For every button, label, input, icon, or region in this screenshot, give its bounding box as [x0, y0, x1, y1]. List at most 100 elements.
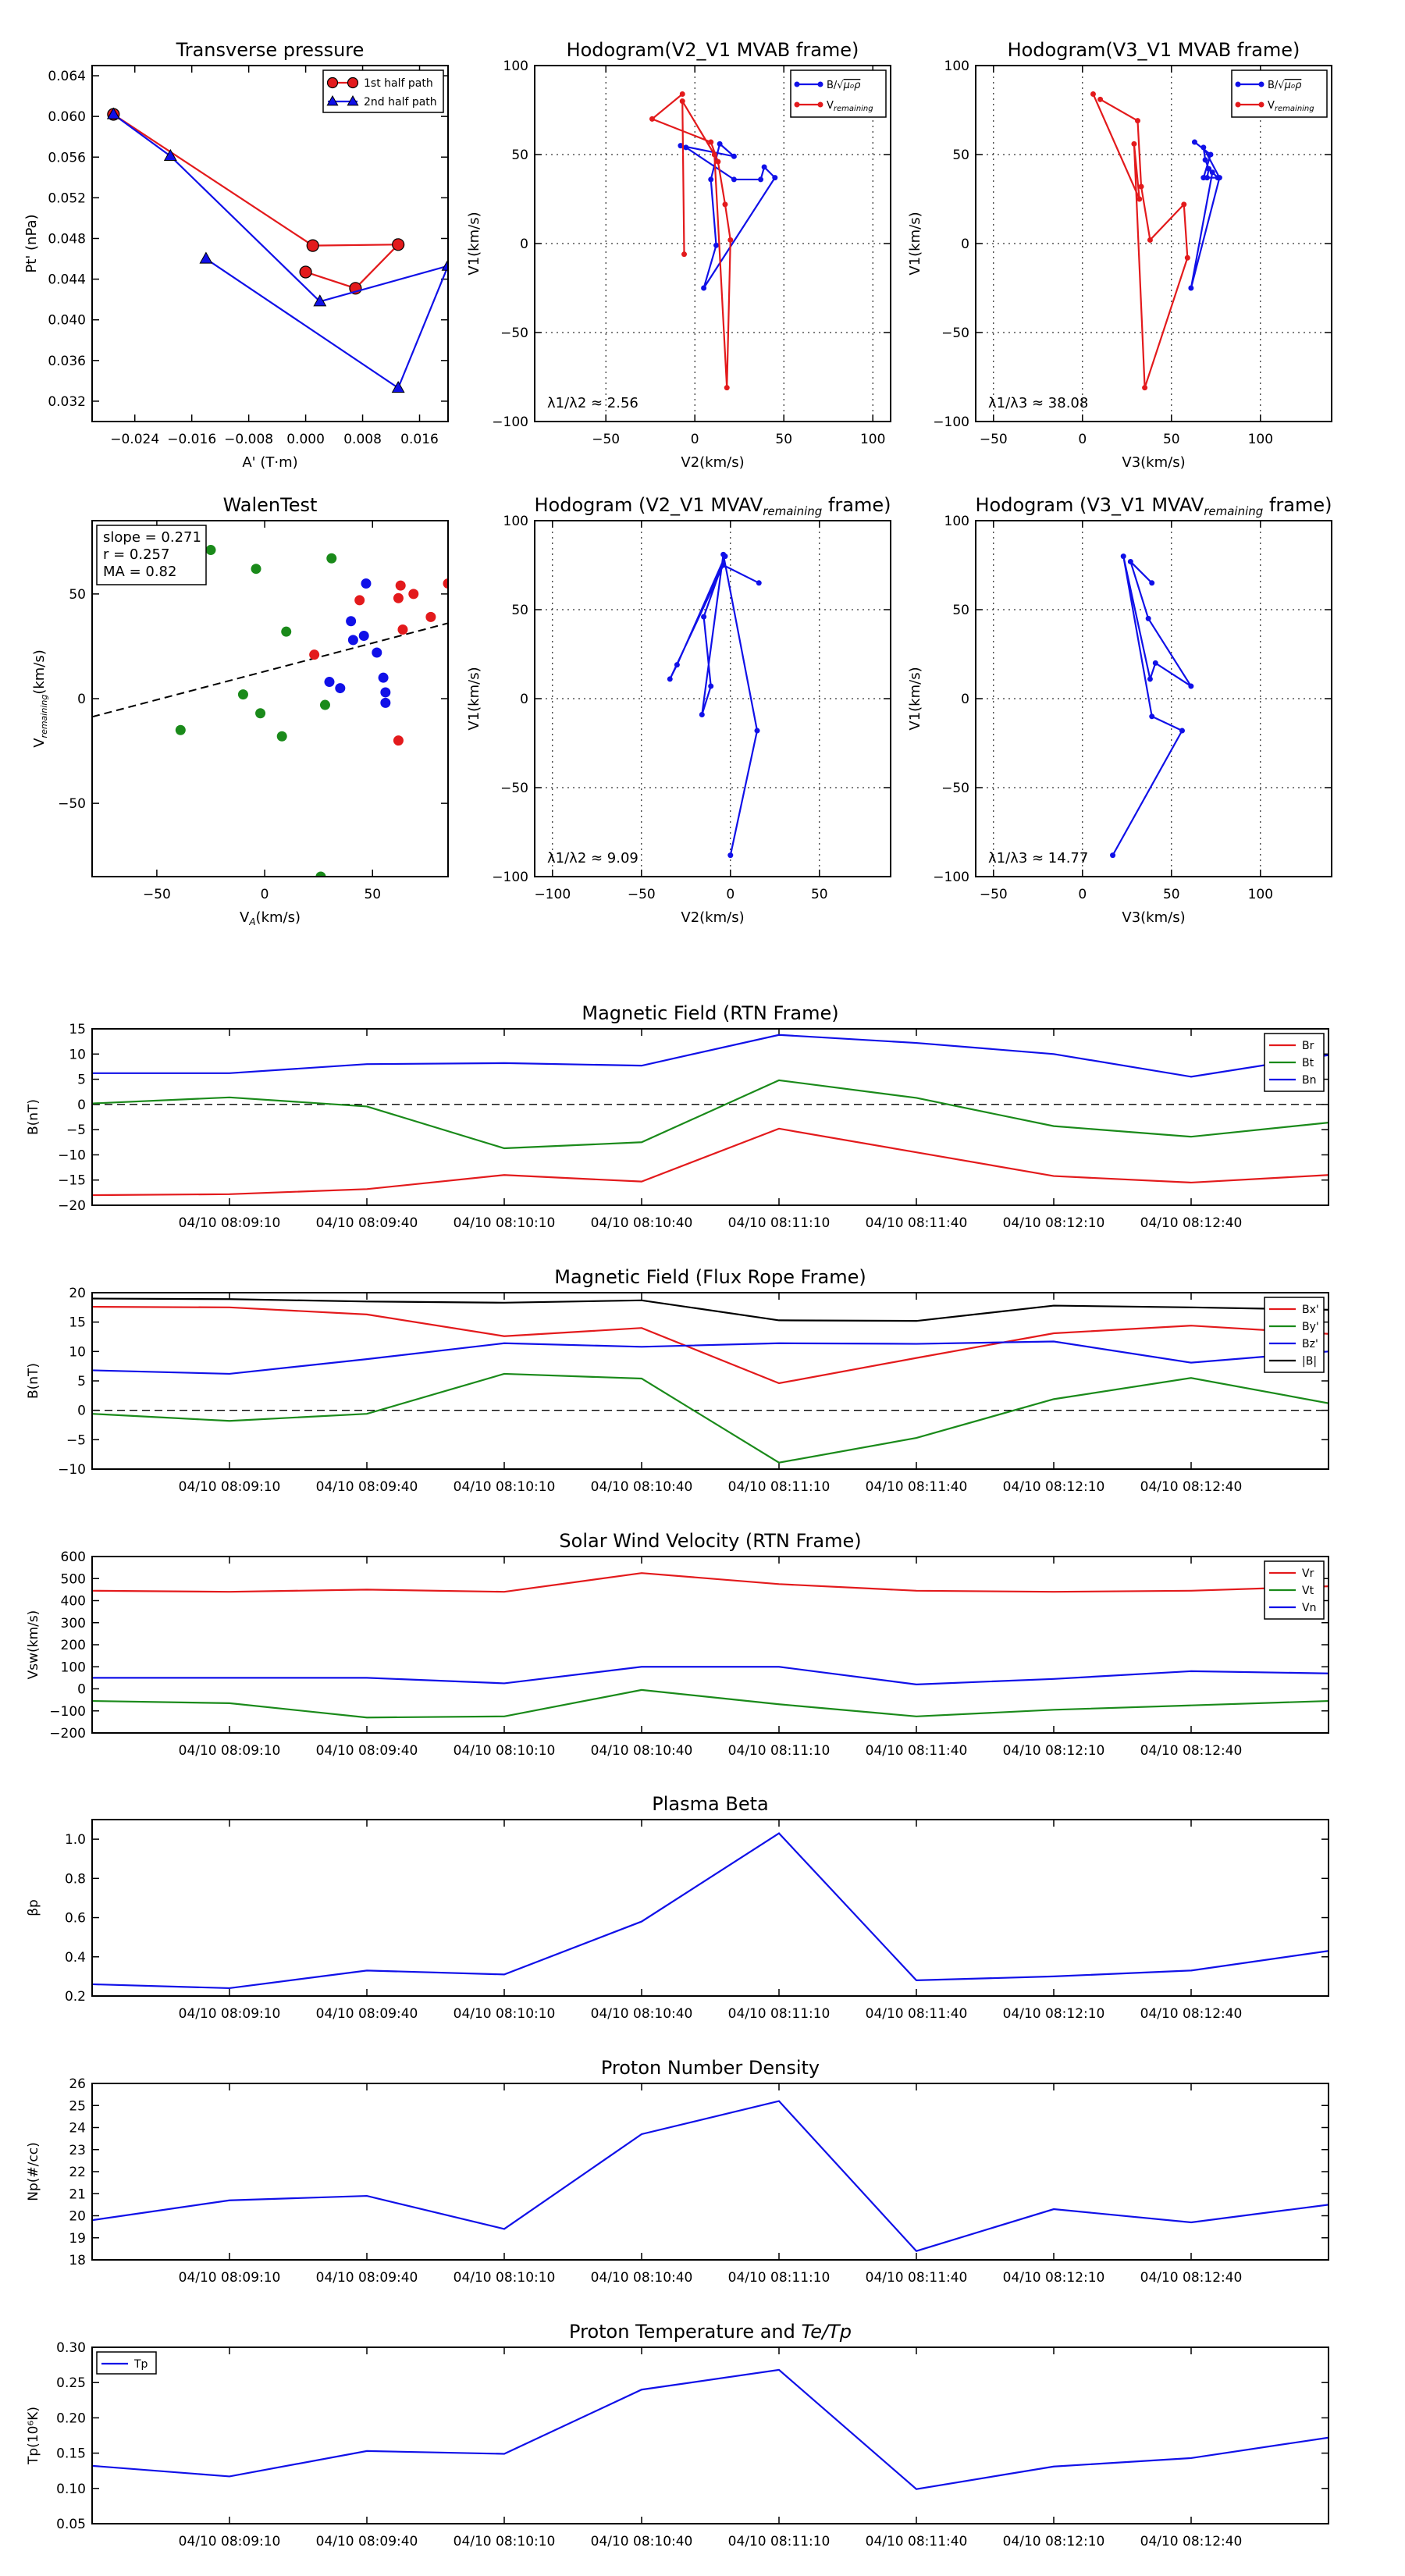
magnetic_field_flux_rope-xtick-label: 04/10 08:10:40 — [591, 1479, 693, 1495]
hodogram_v2_v1_mvab-point — [708, 176, 714, 183]
hodogram_v3_v1_mvab-point — [1131, 141, 1137, 147]
magnetic_field_flux_rope-ytick-label: 10 — [69, 1344, 86, 1360]
magnetic_field_rtn-series-br — [92, 1127, 1329, 1197]
solar_wind_velocity-ytick-label: 400 — [61, 1594, 86, 1610]
walen_test-point — [237, 689, 248, 700]
transverse_pressure-point — [391, 380, 405, 393]
hodogram_v3_v1_mvav-point — [1147, 676, 1153, 682]
walen_test-ylabel-rest: (km/s) — [31, 649, 48, 694]
walen_test-point — [393, 592, 404, 603]
solar_wind_velocity-ytick-label: 200 — [61, 1638, 86, 1653]
hodogram_v2_v1_mvab-point — [683, 144, 689, 151]
hodogram_v2_v1_mvav-title: Hodogram (V2_V1 MVAVremaining frame) — [535, 494, 891, 518]
hodogram_v2_v1_mvab-xtick-label: 0 — [691, 432, 699, 447]
hodogram_v2_v1_mvav-eigen-ratio: λ1/λ2 ≈ 9.09 — [547, 850, 638, 866]
hodogram_v2_v1_mvav-title-rest: frame) — [822, 494, 891, 516]
hodogram_v2_v1_mvab-ytick-label: 50 — [511, 148, 528, 163]
walen_test-point — [425, 611, 436, 622]
hodogram_v2_v1_mvab-xlabel: V2(km/s) — [681, 454, 744, 471]
magnetic_field_flux_rope-xtick-label: 04/10 08:11:10 — [728, 1479, 831, 1495]
magnetic_field_flux_rope-xtick-label: 04/10 08:12:10 — [1003, 1479, 1105, 1495]
hodogram_v2_v1_mvab-chart: −50 0 50 100 −100 −50 0 50 100 Hodogram(V2_V1 MVA… — [466, 39, 891, 471]
hodogram_v3_v1_mvab-chart: −50 0 50 100 −100 −50 0 50 100 Hodogram(V3_V1 MVA… — [907, 39, 1332, 471]
hodogram_v2_v1_mvab-point — [701, 285, 707, 291]
magnetic_field_flux_rope-xtick-label: 04/10 08:12:40 — [1140, 1479, 1243, 1495]
walen_test-title: WalenTest — [223, 494, 318, 516]
hodogram_v3_v1_mvab-xtick-label: 50 — [1163, 432, 1180, 447]
proton_temperature-ylabel: Tp(10⁶K) — [26, 2407, 41, 2465]
hodogram_v3_v1_mvav-data — [1110, 553, 1194, 859]
plasma_beta-ytick-label: 0.4 — [65, 1950, 86, 1966]
hodogram_v3_v1_mvab-point — [1097, 96, 1104, 102]
proton_temperature-axes-frame — [91, 2347, 1329, 2524]
plasma_beta-ytick-label: 0.6 — [65, 1911, 86, 1927]
hodogram_v3_v1_mvav-ylabel: V1(km/s) — [907, 667, 923, 730]
proton_temperature-xtick-label: 04/10 08:12:10 — [1003, 2534, 1105, 2549]
magnetic_field_rtn-xtick-label: 04/10 08:11:40 — [866, 1215, 968, 1231]
proton_number_density-ytick-label: 24 — [69, 2121, 86, 2137]
plasma_beta-xtick-label: 04/10 08:09:10 — [179, 2006, 281, 2022]
hodogram_v2_v1_mvav-xlabel: V2(km/s) — [681, 909, 744, 926]
hodogram_v2_v1_mvav-ytick-label: 50 — [511, 603, 528, 618]
hodogram_v3_v1_mvab-legend-label: B/√μ₀ρ — [1268, 80, 1302, 91]
magnetic_field_rtn-ytick-label: 15 — [69, 1022, 86, 1037]
hodogram_v3_v1_mvav-point — [1110, 852, 1116, 859]
proton_temperature-title: Proton Temperature and Te/Tp — [569, 2321, 852, 2343]
proton_number_density-xtick-label: 04/10 08:09:40 — [316, 2270, 418, 2286]
hodogram_v2_v1_mvab-point — [708, 139, 714, 145]
hodogram_v3_v1_mvab-point — [1134, 118, 1140, 124]
magnetic_field_rtn-axes-frame — [91, 1028, 1329, 1206]
proton_temperature-xtick-label: 04/10 08:11:40 — [866, 2534, 968, 2549]
hodogram_v3_v1_mvav-point — [1120, 553, 1126, 560]
solar_wind_velocity-axes-frame — [91, 1556, 1329, 1734]
proton_temperature-ytick-label: 0.10 — [56, 2482, 86, 2497]
hodogram_v3_v1_mvab-axes-frame — [975, 65, 1332, 422]
plasma_beta-data — [92, 1832, 1329, 1990]
hodogram_v3_v1_mvav-point — [1149, 580, 1155, 586]
transverse_pressure-xlabel: A' (T·m) — [242, 454, 297, 471]
hodogram_v3_v1_mvab-title: Hodogram(V3_V1 MVAB frame) — [1008, 39, 1300, 61]
solar_wind_velocity-data — [92, 1572, 1329, 1719]
magnetic_field_rtn-xtick-label: 04/10 08:11:10 — [728, 1215, 831, 1231]
hodogram_v2_v1_mvav-ytick-label: −100 — [492, 870, 528, 885]
transverse_pressure-legend-marker — [326, 76, 339, 89]
transverse_pressure-ytick-label: 0.052 — [48, 190, 86, 206]
hodogram_v3_v1_mvab-legend-label-sub: remaining — [1275, 105, 1314, 113]
hodogram_v3_v1_mvab-series-line — [1092, 94, 1189, 389]
transverse_pressure-point — [441, 258, 448, 271]
hodogram_v3_v1_mvab-point — [1181, 201, 1187, 208]
proton_number_density-xtick-label: 04/10 08:12:10 — [1003, 2270, 1105, 2286]
hodogram_v2_v1_mvav-xtick-label: 50 — [811, 887, 828, 902]
hodogram_v3_v1_mvab-ytick-label: 50 — [952, 148, 969, 163]
hodogram_v2_v1_mvav-point — [720, 551, 727, 557]
walen_test-point — [380, 697, 391, 708]
magnetic_field_rtn-ytick-label: −15 — [58, 1173, 86, 1189]
proton_temperature-xtick-label: 04/10 08:10:10 — [454, 2534, 556, 2549]
proton_temperature-chart: 0.05 0.10 0.15 0.20 0.25 0.30 04/10 08:09:10 04… — [26, 2321, 1329, 2549]
plasma_beta-xtick-label: 04/10 08:11:10 — [728, 2006, 831, 2022]
hodogram_v3_v1_mvab-xtick-label: 100 — [1248, 432, 1273, 447]
hodogram_v3_v1_mvav-chart: −50 0 50 100 −100 −50 0 50 100 Hodogram (V3_V1 MV… — [907, 494, 1332, 926]
transverse_pressure-ytick-label: 0.064 — [48, 69, 86, 84]
transverse_pressure-xtick-label: 0.016 — [400, 432, 439, 447]
proton_number_density-ylabel: Np(#/cc) — [26, 2142, 41, 2201]
transverse_pressure-legend-marker — [347, 76, 359, 89]
proton_number_density-series-np — [92, 2100, 1329, 2252]
plasma_beta-xtick-label: 04/10 08:12:10 — [1003, 2006, 1105, 2022]
hodogram_v3_v1_mvav-xtick-label: −50 — [980, 887, 1008, 902]
solar_wind_velocity-ylabel: Vsw(km/s) — [26, 1610, 41, 1680]
hodogram_v2_v1_mvab-eigen-ratio: λ1/λ2 ≈ 2.56 — [547, 395, 638, 411]
plasma_beta-ytick-label: 1.0 — [65, 1832, 86, 1848]
hodogram_v3_v1_mvav-title-subscript: remaining — [1204, 504, 1263, 518]
proton_number_density-chart: 18 19 20 21 22 23 24 25 26 04/10 08:09:10 04/10 08… — [26, 2057, 1329, 2286]
hodogram_v3_v1_mvav-ytick-label: 0 — [961, 692, 969, 707]
magnetic_field_rtn-series-bt — [92, 1079, 1329, 1150]
solar_wind_velocity-xtick-label: 04/10 08:09:40 — [316, 1743, 418, 1759]
plasma_beta-ytick-label: 0.8 — [65, 1871, 86, 1887]
hodogram_v3_v1_mvab-legend-label-root: μ₀ρ — [1284, 80, 1302, 91]
walen_test-point — [319, 699, 330, 710]
magnetic_field_rtn-xtick-label: 04/10 08:12:40 — [1140, 1215, 1243, 1231]
proton_temperature-ytick-label: 0.20 — [56, 2411, 86, 2426]
hodogram_v3_v1_mvab-point — [1184, 254, 1190, 261]
hodogram_v2_v1_mvab-point — [679, 98, 685, 105]
